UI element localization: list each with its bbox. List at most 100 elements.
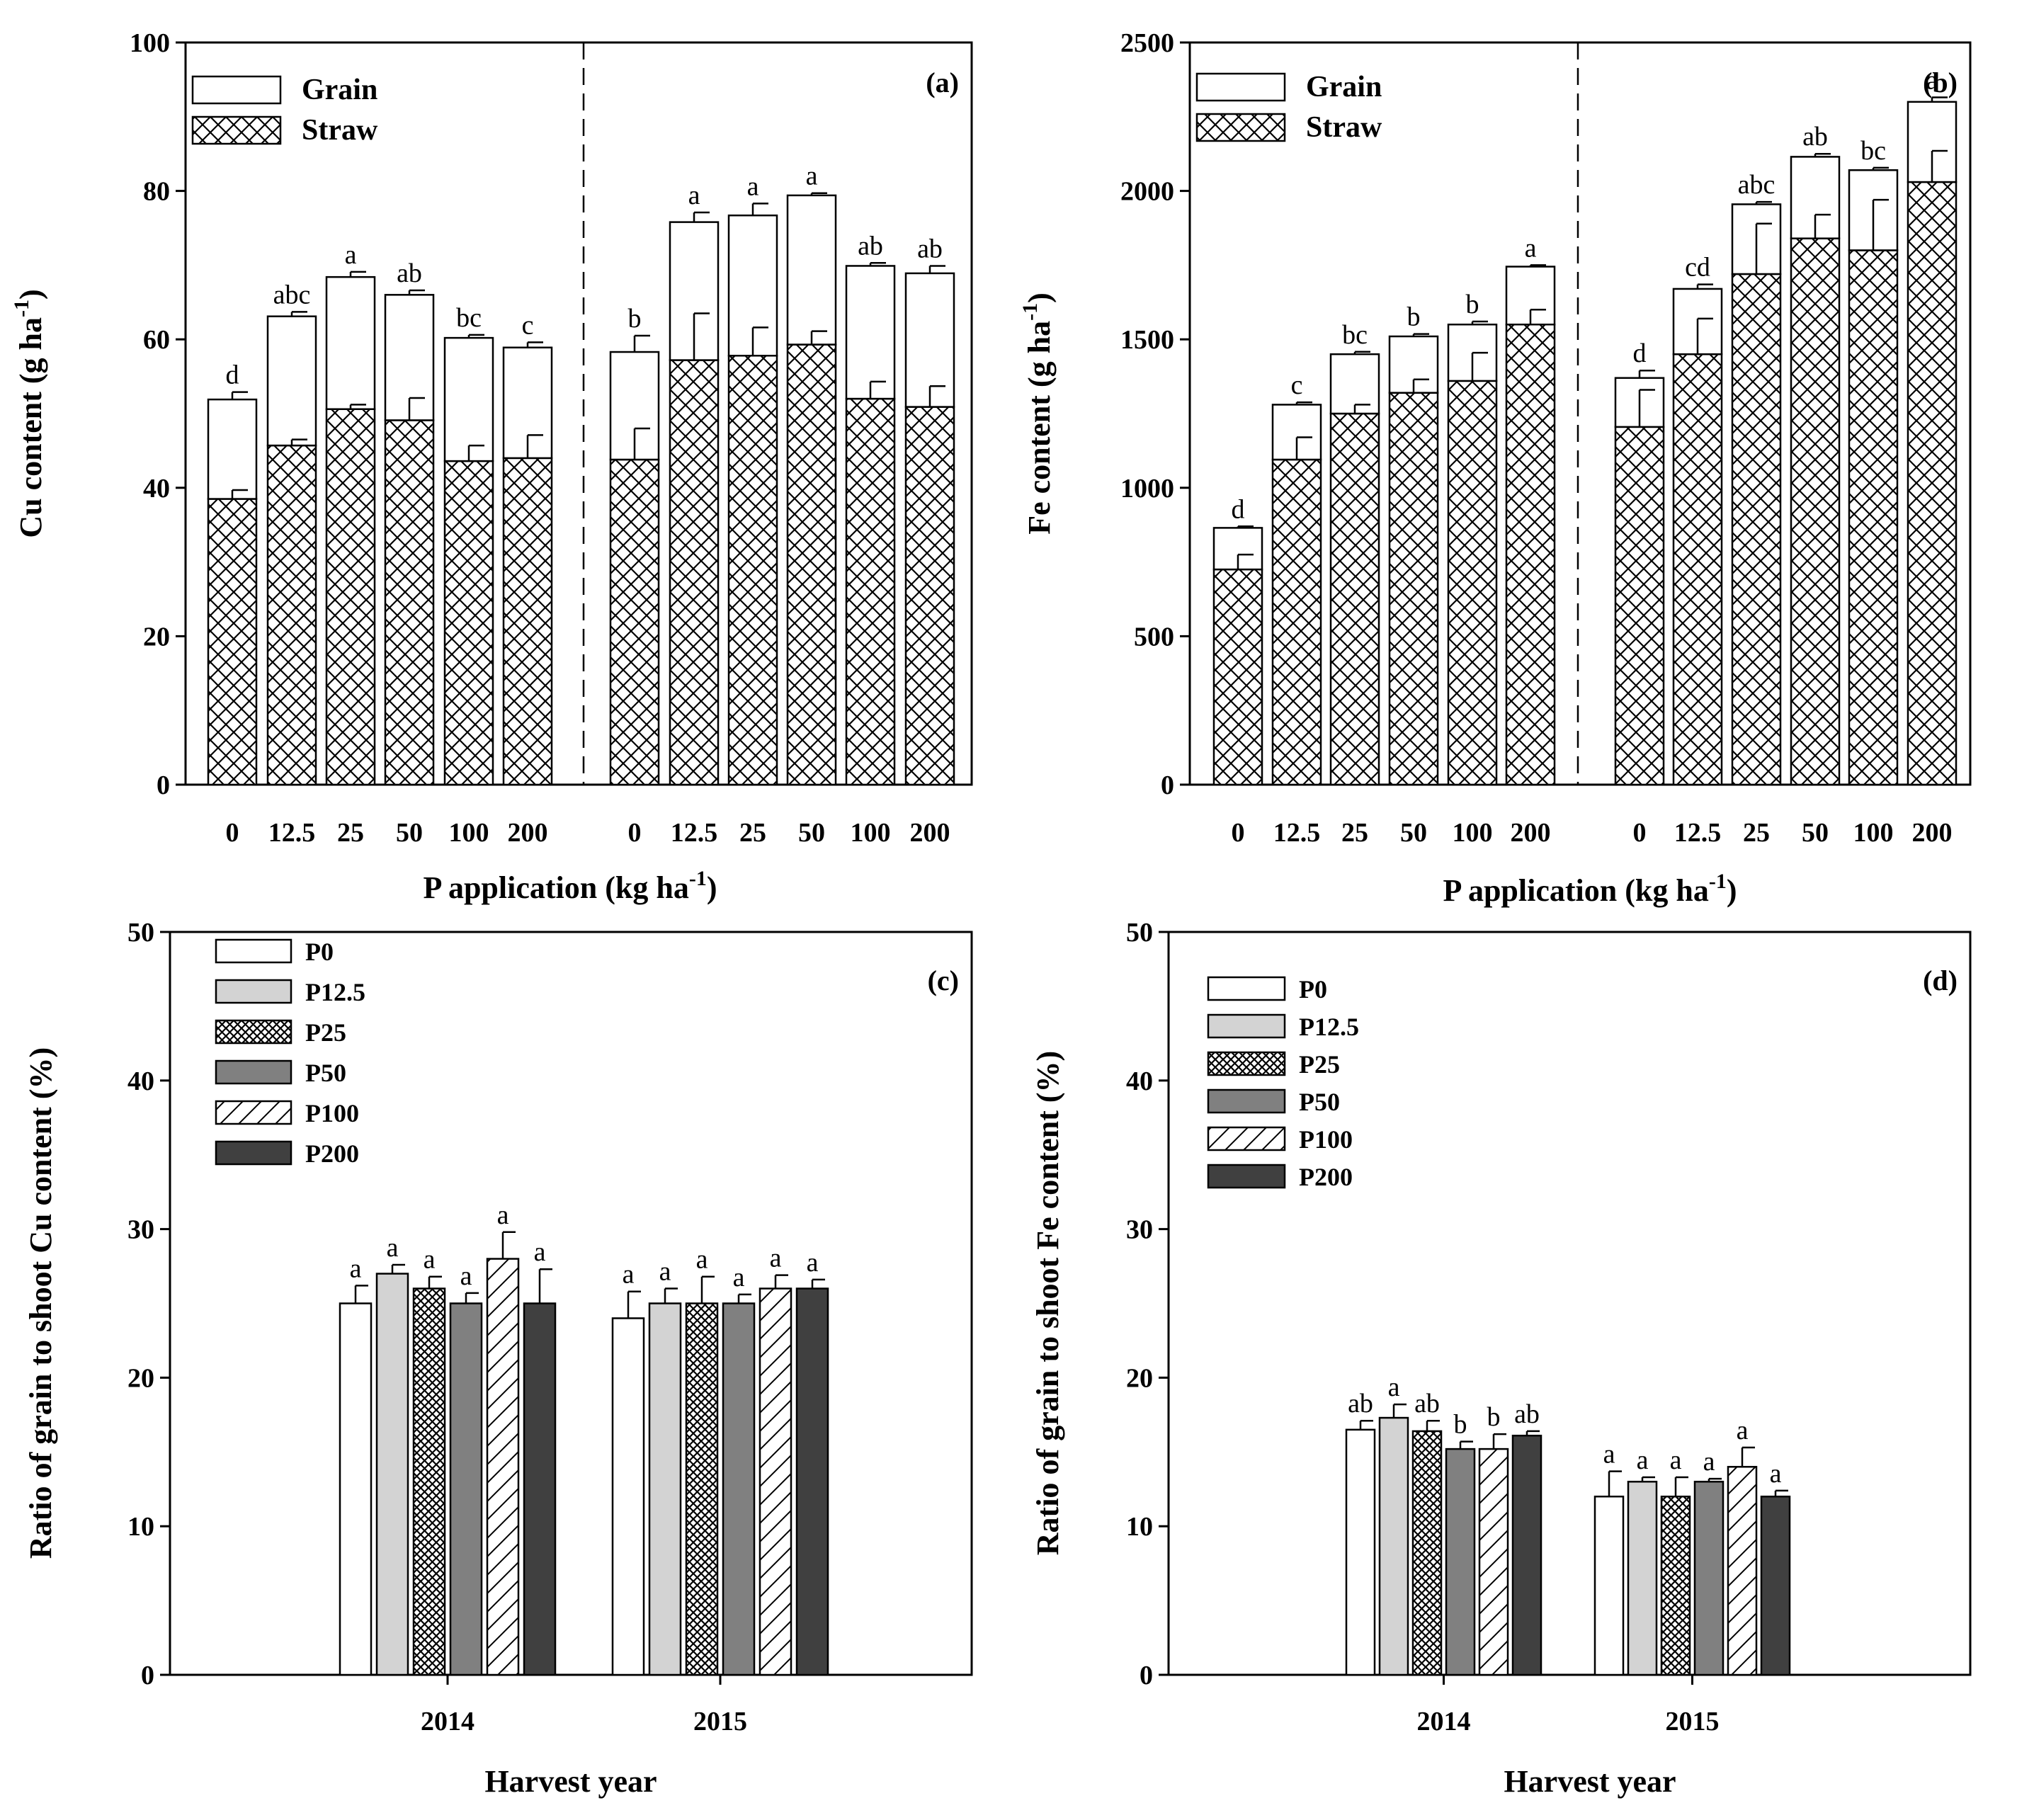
y-tick-label: 2000: [1120, 177, 1174, 207]
y-tick-label: 100: [130, 28, 170, 58]
legend-label-p0: P0: [1299, 975, 1327, 1003]
x-tick-label: 200: [1912, 818, 1953, 848]
y-tick-label: 10: [127, 1512, 154, 1542]
x-tick-label: 12.5: [268, 818, 316, 848]
bar-grain: [266, 315, 317, 447]
legend-swatch-straw: [1195, 113, 1286, 142]
significance-letter: b: [1454, 1410, 1467, 1440]
x-tick-label: 2014: [1417, 1707, 1471, 1736]
legend-label-p100: P100: [305, 1099, 359, 1127]
plot-frame: [184, 41, 973, 786]
bar-straw: [1907, 181, 1958, 786]
y-tick-label: 0: [157, 770, 170, 800]
significance-letter: c: [522, 310, 534, 340]
x-tick-label: 2015: [1666, 1707, 1720, 1736]
legend-swatch-p25: [1207, 1051, 1286, 1076]
y-tick-label: 20: [127, 1363, 154, 1393]
legend-label-p25: P25: [305, 1018, 346, 1047]
x-axis-label: P application (kg ha-1): [424, 867, 717, 905]
y-tick-label: 50: [127, 918, 154, 948]
legend-swatch-p200: [215, 1140, 292, 1166]
y-axis-label: Ratio of grain to shoot Fe content (%): [1030, 1051, 1065, 1555]
legend-label-p200: P200: [1299, 1163, 1353, 1191]
significance-letter: a: [696, 1245, 708, 1275]
legend-swatch-p100: [215, 1100, 292, 1125]
bar-grain: [443, 336, 494, 462]
legend-swatch-p50: [215, 1059, 292, 1085]
legend-label-p50: P50: [305, 1059, 346, 1087]
bar-p25: [412, 1287, 446, 1676]
bar-straw: [1388, 392, 1439, 786]
bar-straw: [1271, 458, 1322, 786]
significance-letter: bc: [456, 303, 482, 333]
x-tick-label: 100: [449, 818, 489, 848]
significance-letter: d: [1232, 494, 1245, 524]
x-axis-label-close: ): [1727, 873, 1737, 908]
significance-letter: a: [733, 1263, 745, 1292]
significance-letter: d: [1633, 339, 1647, 368]
bar-p0: [611, 1317, 645, 1676]
y-axis-label-sup: -1: [10, 300, 33, 317]
bar-straw: [443, 460, 494, 786]
bar-p200: [523, 1302, 557, 1676]
x-tick-label: 50: [1802, 818, 1829, 848]
significance-letter: d: [226, 360, 239, 390]
bar-p0: [1593, 1495, 1625, 1676]
panel-label: (a): [926, 67, 959, 98]
bar-p100: [1478, 1448, 1509, 1676]
legend-label-straw: Straw: [1306, 111, 1382, 144]
bar-grain: [325, 275, 376, 410]
significance-letter: ab: [1348, 1389, 1373, 1418]
legend-label-p200: P200: [305, 1139, 359, 1168]
y-axis-label: Ratio of grain to shoot Cu content (%): [23, 1047, 58, 1559]
y-axis-label-main: Cu content (g ha: [13, 317, 48, 538]
legend-swatch-straw: [191, 115, 282, 145]
x-tick-label: 200: [1511, 818, 1551, 848]
bar-p12-5: [375, 1273, 409, 1676]
bar-p50: [1445, 1448, 1476, 1676]
y-axis-label: Fe content (g ha-1): [1018, 292, 1057, 535]
bar-straw: [1790, 237, 1841, 786]
bar-grain: [845, 265, 896, 400]
y-tick-label: 1000: [1120, 474, 1174, 504]
significance-letter: abc: [273, 280, 311, 309]
significance-letter: ab: [917, 234, 943, 263]
bar-p100: [486, 1258, 520, 1676]
y-tick-label: 0: [1140, 1661, 1153, 1690]
bar-straw: [1848, 249, 1899, 786]
bar-p50: [1693, 1481, 1725, 1676]
significance-letter: c: [1291, 370, 1303, 400]
bar-straw: [1614, 426, 1665, 786]
y-axis-label-close: ): [13, 289, 48, 300]
x-axis-label-close: ): [707, 870, 717, 905]
y-tick-label: 0: [1161, 770, 1174, 800]
bar-straw: [904, 406, 955, 786]
legend-label-p12-5: P12.5: [305, 978, 365, 1006]
bar-p50: [722, 1302, 756, 1676]
y-tick-label: 40: [143, 474, 170, 504]
bar-p12-5: [1378, 1416, 1409, 1676]
significance-letter: abc: [1738, 170, 1775, 200]
significance-letter: cd: [1685, 253, 1710, 283]
x-tick-label: 200: [508, 818, 548, 848]
significance-letter: a: [345, 240, 357, 270]
y-tick-label: 30: [127, 1215, 154, 1245]
significance-letter: ab: [1514, 1399, 1540, 1429]
bar-p25: [685, 1302, 719, 1676]
significance-letter: a: [623, 1260, 635, 1290]
bar-straw: [502, 457, 553, 786]
significance-letter: a: [1388, 1372, 1400, 1402]
bar-p200: [1511, 1434, 1542, 1676]
x-tick-label: 50: [798, 818, 825, 848]
legend-swatch-grain: [191, 75, 282, 105]
bar-p100: [758, 1287, 792, 1676]
x-tick-label: 100: [1853, 818, 1894, 848]
legend-swatch-p25: [215, 1019, 292, 1045]
legend-swatch-p100: [1207, 1126, 1286, 1151]
x-tick-label: 2015: [693, 1707, 747, 1736]
significance-letter: a: [806, 161, 818, 191]
y-tick-label: 60: [143, 325, 170, 355]
bar-straw: [384, 419, 435, 786]
bar-p200: [1760, 1495, 1791, 1676]
